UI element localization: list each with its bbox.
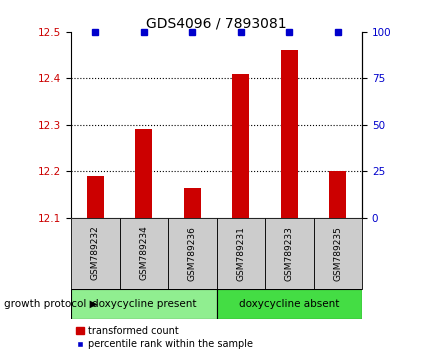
Bar [280,50,297,218]
Text: GSM789231: GSM789231 [236,225,245,281]
Bar [119,218,168,289]
Bar [135,130,152,218]
Bar [71,218,120,289]
Text: GSM789236: GSM789236 [187,225,197,281]
Text: GSM789234: GSM789234 [139,226,148,280]
Bar [264,218,313,289]
Text: GSM789233: GSM789233 [284,225,293,281]
Text: GSM789235: GSM789235 [332,225,341,281]
Bar [232,74,249,218]
Legend: transformed count, percentile rank within the sample: transformed count, percentile rank withi… [76,326,252,349]
Text: GSM789232: GSM789232 [91,226,100,280]
Text: doxycycline present: doxycycline present [92,298,196,309]
Bar [216,289,361,319]
Bar [313,218,361,289]
Bar [87,176,104,218]
Bar [168,218,216,289]
Text: growth protocol ▶: growth protocol ▶ [4,298,98,309]
Bar [184,188,200,218]
Bar [216,218,264,289]
Text: doxycycline absent: doxycycline absent [239,298,339,309]
Bar [329,171,345,218]
Title: GDS4096 / 7893081: GDS4096 / 7893081 [146,17,286,31]
Bar [71,289,216,319]
